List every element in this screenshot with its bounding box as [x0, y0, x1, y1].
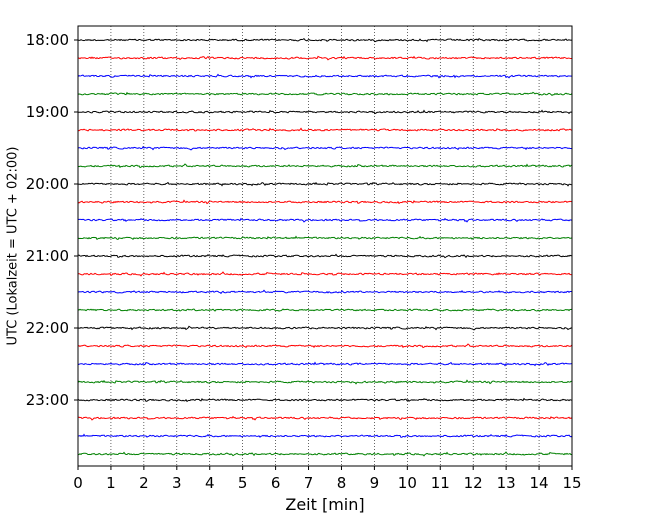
- trace-line: [77, 325, 573, 331]
- y-axis-label: UTC (Lokalzeit = UTC + 02:00): [6, 147, 21, 346]
- trace-line: [77, 163, 573, 169]
- seismic-traces: [77, 37, 573, 457]
- trace-line: [77, 361, 573, 367]
- x-tick-label: 11: [431, 474, 450, 492]
- x-tick-label: 8: [337, 474, 347, 492]
- trace-line: [77, 73, 573, 79]
- y-tick-label: 20:00: [26, 175, 69, 193]
- trace-line: [77, 415, 573, 421]
- x-tick-label: 14: [530, 474, 549, 492]
- x-tick-label: 1: [106, 474, 116, 492]
- plot-frame: [77, 25, 573, 467]
- x-tick-label: 3: [172, 474, 182, 492]
- x-axis-ticks: 0 1 2 3 4 5 6 7 8 9 10 11 12 13 14 15: [73, 466, 582, 492]
- x-tick-label: 12: [464, 474, 483, 492]
- trace-line: [77, 217, 573, 223]
- trace-line: [77, 307, 573, 312]
- trace-line: [77, 181, 573, 187]
- x-tick-label: 0: [73, 474, 83, 492]
- trace-line: [77, 199, 573, 205]
- y-tick-label: 21:00: [26, 247, 69, 265]
- x-tick-label: 13: [497, 474, 516, 492]
- x-tick-label: 9: [370, 474, 380, 492]
- x-tick-label: 10: [398, 474, 417, 492]
- y-tick-label: 23:00: [26, 391, 69, 409]
- x-tick-label: 7: [304, 474, 314, 492]
- trace-line: [77, 235, 573, 241]
- trace-line: [77, 271, 573, 277]
- trace-line: [77, 37, 573, 43]
- x-tick-label: 2: [139, 474, 149, 492]
- grid: [110, 26, 540, 466]
- trace-line: [77, 397, 573, 403]
- trace-line: [77, 253, 573, 259]
- trace-line: [77, 451, 573, 457]
- trace-line: [77, 379, 573, 385]
- trace-line: [77, 91, 573, 97]
- trace-line: [77, 289, 573, 295]
- x-tick-label: 5: [238, 474, 248, 492]
- y-tick-label: 22:00: [26, 319, 69, 337]
- trace-line: [77, 145, 573, 151]
- x-tick-label: 15: [562, 474, 581, 492]
- y-tick-label: 18:00: [26, 31, 69, 49]
- x-tick-label: 4: [205, 474, 215, 492]
- trace-line: [77, 55, 573, 61]
- trace-line: [77, 343, 573, 349]
- trace-line: [77, 109, 573, 115]
- trace-line: [77, 127, 573, 132]
- x-axis-label: Zeit [min]: [285, 495, 364, 514]
- y-axis-ticks: 18:00 19:00 20:00 21:00 22:00 23:00: [26, 31, 78, 409]
- trace-line: [77, 433, 573, 438]
- y-tick-label: 19:00: [26, 103, 69, 121]
- x-tick-label: 6: [271, 474, 281, 492]
